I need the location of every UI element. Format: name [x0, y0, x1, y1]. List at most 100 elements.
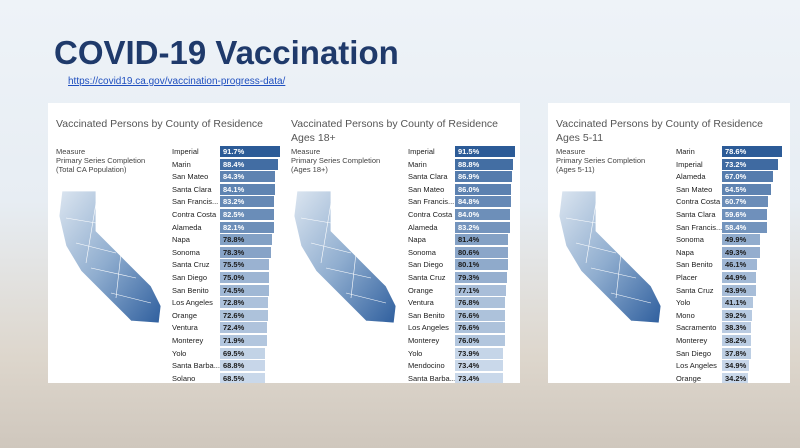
category-label: Orange: [676, 373, 702, 383]
value-label: 78.8%: [223, 235, 245, 245]
category-label: Napa: [408, 235, 426, 245]
map-shape: [293, 190, 397, 324]
category-label: Los Angeles: [408, 323, 449, 333]
bar: [220, 171, 276, 183]
chart-panel: Vaccinated Persons by County of Residenc…: [548, 103, 790, 383]
value-label: 58.4%: [725, 222, 747, 232]
bar: [722, 284, 756, 296]
category-label: San Francis...: [408, 197, 455, 207]
value-label: 76.6%: [458, 323, 480, 333]
category-label: Monterey: [172, 336, 204, 345]
category-label: Imperial: [172, 147, 199, 156]
bar: [220, 209, 274, 220]
category-label: Ventura: [408, 298, 434, 308]
bar: [220, 246, 272, 258]
slide-title: COVID-19 Vaccination: [54, 34, 399, 71]
value-label: 88.4%: [223, 159, 245, 169]
category-label: San Mateo: [408, 184, 445, 194]
source-link[interactable]: https://covid19.ca.gov/vaccination-progr…: [68, 76, 286, 87]
map-borders: [65, 202, 152, 304]
value-label: 80.6%: [458, 247, 480, 257]
bar: [455, 272, 507, 283]
bar: [722, 335, 752, 346]
county-map: [293, 190, 397, 324]
bar: [455, 322, 506, 334]
bar: [455, 297, 506, 309]
chart-title: Vaccinated Persons by County of Residenc…: [56, 118, 264, 130]
measure-text: Measure: [291, 147, 321, 156]
category-label: Yolo: [676, 298, 691, 308]
category-label: San Diego: [408, 260, 444, 270]
value-label: 60.7%: [725, 197, 747, 207]
bar: [455, 372, 504, 383]
bar: [220, 360, 266, 372]
category-label: Santa Barba...: [408, 373, 456, 383]
value-label: 46.1%: [725, 260, 747, 270]
value-label: 75.0%: [223, 273, 245, 282]
category-label: Santa Clara: [408, 172, 448, 182]
category-label: Sonoma: [172, 247, 200, 257]
value-label: 91.5%: [458, 147, 480, 156]
value-label: 72.4%: [223, 323, 245, 333]
bar: [220, 347, 266, 359]
bar: [220, 322, 268, 334]
category-label: Sonoma: [676, 235, 704, 245]
value-label: 77.1%: [458, 285, 480, 295]
value-label: 39.2%: [725, 310, 747, 320]
measure-text: Measure: [556, 147, 586, 156]
value-label: 38.3%: [725, 323, 747, 333]
bar: [722, 347, 751, 359]
bar: [455, 221, 510, 233]
bar: [722, 209, 768, 220]
category-label: Santa Cruz: [172, 260, 210, 270]
value-label: 75.5%: [223, 260, 245, 270]
value-label: 73.4%: [458, 373, 480, 383]
category-label: Los Angeles: [676, 361, 717, 371]
county-map: [58, 190, 162, 324]
value-label: 83.2%: [223, 197, 245, 207]
chart-panel: Vaccinated Persons by County of Residenc…: [48, 103, 283, 383]
category-label: Contra Costa: [408, 210, 453, 219]
chart-title: Vaccinated Persons by County of Residenc…: [291, 118, 499, 144]
bar: [220, 272, 270, 283]
bar: [722, 297, 754, 309]
bar: [455, 335, 505, 346]
value-label: 88.8%: [458, 159, 480, 169]
value-label: 38.2%: [725, 336, 747, 345]
category-label: Napa: [676, 247, 694, 257]
category-label: Marin: [676, 147, 695, 156]
category-label: San Francis...: [172, 197, 219, 207]
bar: [722, 196, 769, 208]
category-label: Napa: [172, 235, 190, 245]
bar: [722, 146, 782, 157]
bar: [722, 360, 749, 372]
category-label: Santa Cruz: [408, 273, 446, 282]
bar: [722, 259, 758, 271]
chart-panel: Vaccinated Persons by County of Residenc…: [283, 103, 520, 383]
category-label: Monterey: [676, 336, 708, 345]
value-label: 34.9%: [725, 361, 747, 371]
value-label: 86.9%: [458, 172, 480, 182]
bar: [722, 158, 778, 170]
bar: [455, 246, 508, 258]
bar: [220, 259, 270, 271]
category-label: San Benito: [172, 285, 209, 295]
value-label: 68.5%: [223, 373, 245, 383]
category-label: San Benito: [408, 310, 445, 320]
value-label: 76.0%: [458, 336, 480, 345]
category-label: San Francis...: [676, 222, 723, 232]
category-label: Santa Barba...: [172, 361, 220, 371]
category-label: Imperial: [676, 159, 703, 169]
value-label: 82.5%: [223, 210, 245, 219]
value-label: 68.8%: [223, 361, 245, 371]
bar: [455, 196, 511, 208]
map-borders: [565, 202, 652, 304]
value-label: 83.2%: [458, 222, 480, 232]
value-label: 73.9%: [458, 348, 480, 358]
category-label: San Diego: [172, 273, 208, 282]
value-label: 78.6%: [725, 147, 747, 156]
category-label: Imperial: [408, 147, 435, 156]
measure-text: Measure: [56, 147, 86, 156]
bar: [722, 309, 752, 321]
category-label: Santa Cruz: [676, 285, 714, 295]
